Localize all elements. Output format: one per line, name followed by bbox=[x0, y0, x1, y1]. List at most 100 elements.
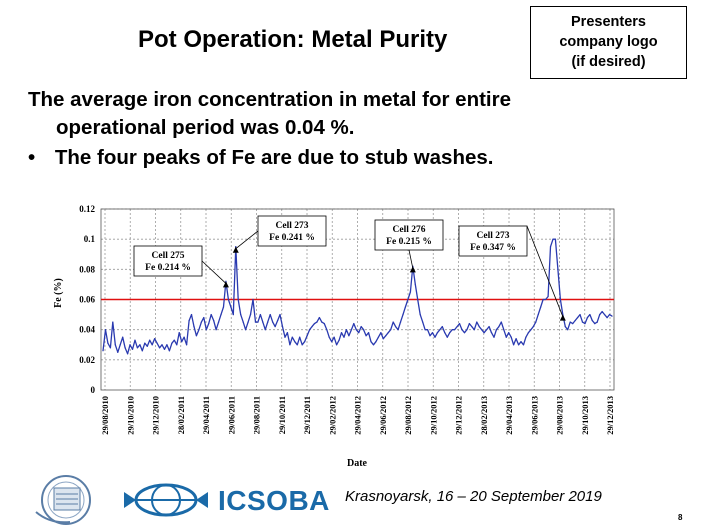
fe-data-point bbox=[488, 326, 490, 328]
fe-data-point bbox=[522, 344, 525, 346]
fe-data-point bbox=[532, 326, 534, 328]
fe-data-point bbox=[306, 335, 308, 337]
fe-data-point bbox=[190, 313, 193, 316]
fe-data-point bbox=[419, 313, 421, 316]
fe-data-point bbox=[358, 332, 360, 334]
fe-data-point bbox=[495, 329, 498, 331]
x-tick-label: 29/04/2012 bbox=[353, 396, 363, 435]
fe-data-point bbox=[517, 344, 520, 346]
chart-series bbox=[101, 238, 614, 355]
fe-data-point bbox=[390, 329, 392, 331]
fe-data-point bbox=[392, 321, 394, 323]
annotation-arrowhead bbox=[559, 314, 566, 321]
fe-data-point bbox=[370, 341, 372, 343]
annotation-arrowhead bbox=[232, 246, 239, 253]
fe-data-point bbox=[478, 326, 480, 328]
fe-data-point bbox=[144, 342, 146, 344]
x-tick-labels: 29/08/2010 29/10/2010 29/12/2010 28/02/2011… bbox=[100, 396, 615, 435]
fe-data-point bbox=[173, 339, 175, 341]
fe-data-point bbox=[136, 347, 139, 349]
fe-data-point bbox=[154, 338, 156, 340]
fe-data-point bbox=[375, 341, 377, 343]
fe-data-point bbox=[402, 313, 404, 316]
fe-data-point bbox=[257, 321, 259, 323]
fe-data-point bbox=[176, 344, 178, 346]
x-tick-label: 29/08/2010 bbox=[100, 396, 110, 435]
company-logo-placeholder: Presenters company logo (if desired) bbox=[530, 6, 687, 79]
fe-data-point bbox=[146, 345, 148, 347]
x-tick-label: 28/02/2011 bbox=[176, 396, 186, 434]
fe-data-point bbox=[117, 351, 119, 353]
y-tick-label: 0.08 bbox=[79, 264, 95, 274]
fe-data-point bbox=[557, 268, 559, 270]
fe-data-point bbox=[500, 321, 502, 323]
icsoba-wordmark: ICSOBA bbox=[218, 485, 330, 516]
fe-data-point bbox=[200, 321, 202, 323]
annotation-box bbox=[257, 215, 327, 247]
fe-data-point bbox=[549, 246, 552, 248]
fe-data-point bbox=[429, 335, 431, 337]
fe-data-point bbox=[451, 329, 453, 331]
fe-data-point bbox=[276, 320, 279, 322]
x-tick-label: 29/10/2010 bbox=[125, 396, 135, 435]
fe-data-point bbox=[340, 332, 343, 334]
annotation-callout: Cell 275 Fe 0.214 % bbox=[133, 245, 229, 288]
fe-data-point bbox=[129, 344, 131, 346]
fe-data-point bbox=[559, 298, 561, 301]
fe-data-point bbox=[217, 321, 220, 323]
annotation-arrowhead bbox=[222, 281, 229, 288]
fe-data-point bbox=[510, 336, 512, 338]
annotation-text: Fe 0.347 % bbox=[470, 243, 516, 253]
fe-data-point bbox=[299, 336, 301, 338]
fe-data-point bbox=[508, 332, 510, 334]
fe-data-point bbox=[554, 238, 557, 240]
fe-data-point bbox=[112, 321, 114, 323]
fe-series-line bbox=[102, 238, 613, 355]
fe-data-point bbox=[564, 326, 566, 328]
conference-emblem-icon bbox=[35, 475, 91, 525]
fe-data-point bbox=[158, 347, 161, 349]
fe-data-point bbox=[232, 313, 234, 316]
fe-data-point bbox=[353, 323, 355, 325]
page-number: 8 bbox=[678, 513, 683, 522]
annotation-text: Fe 0.214 % bbox=[145, 263, 191, 273]
fe-data-point bbox=[338, 339, 340, 341]
slide-title: Pot Operation: Metal Purity bbox=[138, 26, 448, 53]
fe-data-point bbox=[279, 313, 281, 316]
x-axis-label: Date bbox=[347, 458, 368, 469]
fe-data-point bbox=[308, 329, 311, 331]
fe-data-point bbox=[304, 341, 306, 343]
fe-data-point bbox=[161, 344, 163, 346]
fe-data-point bbox=[343, 336, 345, 338]
fe-data-point bbox=[589, 313, 591, 316]
fe-data-point bbox=[515, 338, 517, 340]
fe-data-point bbox=[377, 336, 380, 338]
fe-data-point bbox=[372, 344, 375, 346]
fe-data-point bbox=[503, 329, 505, 331]
fe-data-point bbox=[178, 332, 180, 334]
fe-data-point bbox=[225, 280, 227, 282]
fe-data-point bbox=[193, 326, 195, 328]
fe-data-point bbox=[505, 336, 507, 338]
fe-data-point bbox=[367, 332, 370, 334]
fe-data-point bbox=[168, 350, 170, 352]
y-tick-label: 0.02 bbox=[79, 355, 95, 365]
fe-data-point bbox=[205, 329, 207, 331]
fe-data-point bbox=[608, 313, 611, 316]
fe-data-point bbox=[316, 321, 318, 323]
fe-data-point bbox=[249, 313, 252, 316]
fe-data-point bbox=[574, 320, 576, 322]
fe-data-point bbox=[493, 336, 495, 338]
fe-data-point bbox=[281, 326, 284, 328]
fe-data-point bbox=[203, 317, 205, 319]
fe-data-point bbox=[611, 315, 613, 317]
fe-data-point bbox=[567, 329, 569, 331]
fe-data-point bbox=[363, 329, 365, 331]
fe-data-point bbox=[547, 295, 549, 298]
summary-line-1: The average iron concentration in metal … bbox=[28, 88, 512, 111]
x-tick-label: 29/02/2012 bbox=[327, 396, 337, 435]
fe-data-point bbox=[171, 342, 173, 344]
fe-data-point bbox=[350, 329, 352, 331]
y-tick-label: 0.04 bbox=[79, 325, 95, 335]
summary-line-2: operational period was 0.04 %. bbox=[56, 116, 355, 139]
